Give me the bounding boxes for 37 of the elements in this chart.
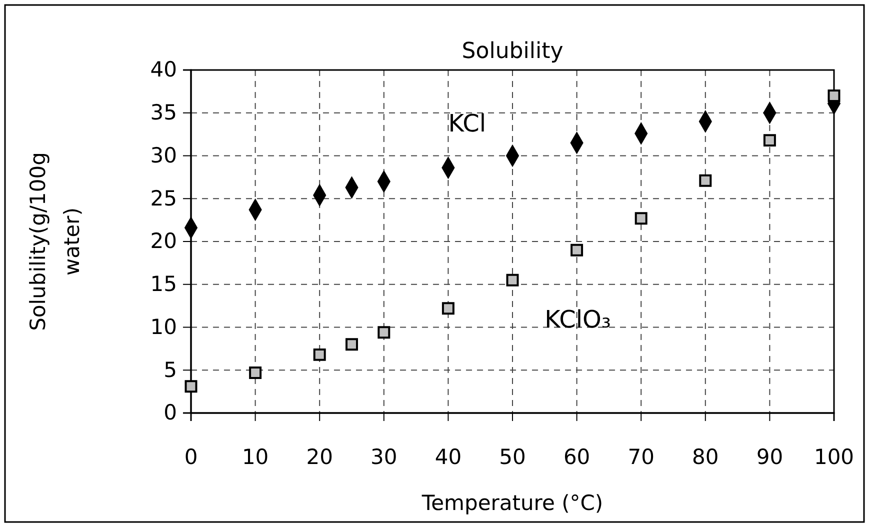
point xyxy=(763,134,776,147)
point xyxy=(313,348,326,361)
x-tick-label: 100 xyxy=(814,444,854,469)
point xyxy=(249,366,262,379)
chart-title: Solubility xyxy=(462,39,564,64)
point xyxy=(634,212,648,225)
point xyxy=(378,326,390,339)
y-tick-label: 5 xyxy=(164,358,177,382)
x-tick-label: 0 xyxy=(184,444,198,469)
point xyxy=(699,174,712,187)
x-tick-label: 20 xyxy=(306,444,333,469)
y-tick-label: 25 xyxy=(150,186,177,210)
y-tick-label: 30 xyxy=(150,143,177,168)
x-tick-label: 70 xyxy=(628,444,654,469)
y-tick-label: 40 xyxy=(150,58,177,82)
x-tick-label: 40 xyxy=(434,444,462,469)
point xyxy=(506,274,519,286)
x-tick-label: 90 xyxy=(756,444,784,469)
x-tick-label: 60 xyxy=(563,444,590,469)
series-label: KCl xyxy=(448,110,486,138)
x-tick-label: 80 xyxy=(692,444,719,469)
y-tick-label: 20 xyxy=(150,229,177,254)
y-axis-title: Solubility(g/100g water) xyxy=(26,152,84,331)
x-axis-title: Temperature (°C) xyxy=(420,491,604,515)
point xyxy=(442,302,454,315)
point xyxy=(346,338,358,351)
y-tick-label: 35 xyxy=(150,100,177,125)
y-tick-label: 0 xyxy=(164,400,177,425)
x-tick-label: 50 xyxy=(499,444,526,469)
y-tick-label: 10 xyxy=(150,314,177,339)
point xyxy=(828,89,840,102)
series-label: KClO₃ xyxy=(544,305,612,334)
y-tick-label: 15 xyxy=(150,272,177,296)
x-tick-label: 10 xyxy=(242,444,269,469)
point xyxy=(570,244,584,256)
point xyxy=(184,380,198,393)
x-tick-label: 30 xyxy=(370,444,398,469)
